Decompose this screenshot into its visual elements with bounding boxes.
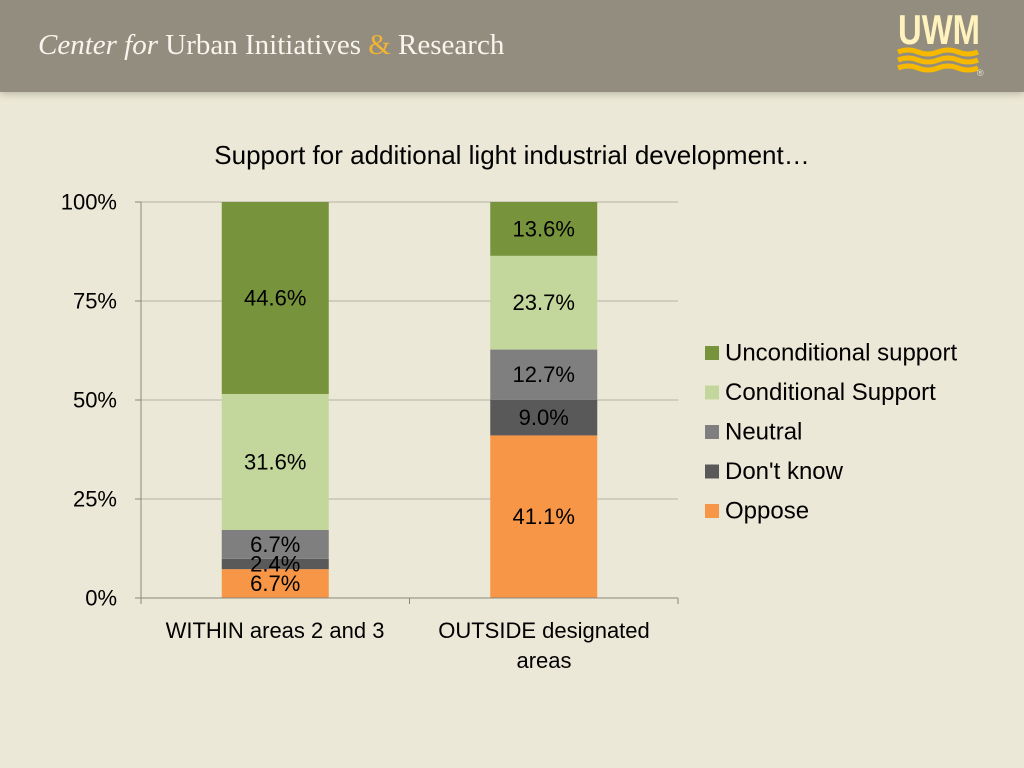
gridlines (141, 201, 678, 500)
y-tick-label-25: 25% (73, 487, 117, 512)
bar-segment-neutral-within (221, 529, 329, 559)
legend-swatch-unconditional-support (705, 346, 719, 360)
axes (135, 201, 679, 604)
data-label-conditional-support-outside: 23.7% (513, 290, 575, 315)
data-label-neutral-within: 6.7% (250, 532, 300, 557)
uwm-logo-wave (897, 47, 979, 57)
bar-segment-unconditional-support-outside (490, 202, 598, 256)
data-labels: 6.7%2.4%6.7% 31.6% 44.6% 41.1% 9.0% 12.7% 23.7… (244, 216, 575, 596)
legend-item-oppose: Oppose (705, 498, 809, 525)
legend-label-oppose: Oppose (725, 498, 809, 525)
org-name-suffix: Research (398, 29, 505, 61)
legend-label-conditional-support: Conditional Support (725, 379, 936, 406)
bar-segment-unconditional-support-within (221, 202, 329, 394)
x-axis-category-label-within: WITHIN areas 2 and 3 (165, 618, 385, 643)
y-tick-label-100: 100% (61, 190, 117, 215)
bar-segment-neutral-outside (490, 349, 598, 400)
legend-label-neutral: Neutral (725, 419, 802, 446)
legend: Unconditional support Conditional Support… (705, 340, 957, 525)
org-name-prefix: Center for (38, 29, 159, 61)
bars (221, 202, 598, 598)
y-tick-labels: 0% 25% 50% 75% 100% (61, 190, 117, 611)
data-label-don-t-know-outside: 9.0% (519, 405, 569, 430)
uwm-logo-wave (897, 63, 979, 73)
legend-item-neutral: Neutral (705, 419, 802, 446)
x-axis-category-label-outside: OUTSIDE designated areas (438, 618, 650, 673)
legend-label-unconditional-support: Unconditional support (725, 340, 957, 367)
data-label-oppose-within: 6.7% (250, 571, 300, 596)
data-label-oppose-outside: 41.1% (513, 504, 575, 529)
uwm-logo-letters: UWM (898, 10, 980, 53)
y-tick-label-0: 0% (85, 586, 117, 611)
org-name-main: Urban Initiatives (165, 29, 361, 61)
org-name: Center for Urban Initiatives & Research (38, 29, 504, 61)
legend-swatch-conditional-support (705, 385, 719, 400)
data-label-neutral-outside: 12.7% (513, 362, 575, 387)
uwm-logo: UWM ® (897, 10, 984, 78)
data-label-conditional-support-within: 31.6% (244, 449, 306, 474)
chart-title: Support for additional light industrial … (214, 140, 810, 170)
bar-segment-don-t-know-outside (490, 399, 598, 436)
legend-item-unconditional-support: Unconditional support (705, 340, 957, 367)
data-label-don-t-know-within: 2.4% (250, 551, 300, 576)
bar-segment-oppose-outside (490, 435, 598, 598)
uwm-logo-wave (897, 55, 979, 65)
bar-segment-don-t-know-within (221, 558, 329, 570)
bar-segment-oppose-within (221, 569, 329, 598)
legend-swatch-don-t-know (705, 464, 719, 479)
bar-segment-conditional-support-outside (490, 255, 598, 350)
uwm-logo-registered-mark: ® (977, 68, 984, 78)
bar-segment-conditional-support-within (221, 393, 329, 530)
header-bar: Center for Urban Initiatives & Research … (0, 0, 1024, 92)
y-tick-label-50: 50% (73, 388, 117, 413)
legend-swatch-neutral (705, 425, 719, 439)
y-tick-label-75: 75% (73, 289, 117, 314)
legend-label-don-t-know: Don't know (725, 458, 844, 485)
legend-swatch-oppose (705, 504, 719, 518)
data-label-unconditional-support-outside: 13.6% (513, 216, 575, 241)
org-name-ampersand: & (368, 29, 391, 61)
legend-item-don-t-know: Don't know (705, 458, 844, 485)
legend-item-conditional-support: Conditional Support (705, 379, 936, 406)
data-label-unconditional-support-within: 44.6% (244, 285, 306, 310)
